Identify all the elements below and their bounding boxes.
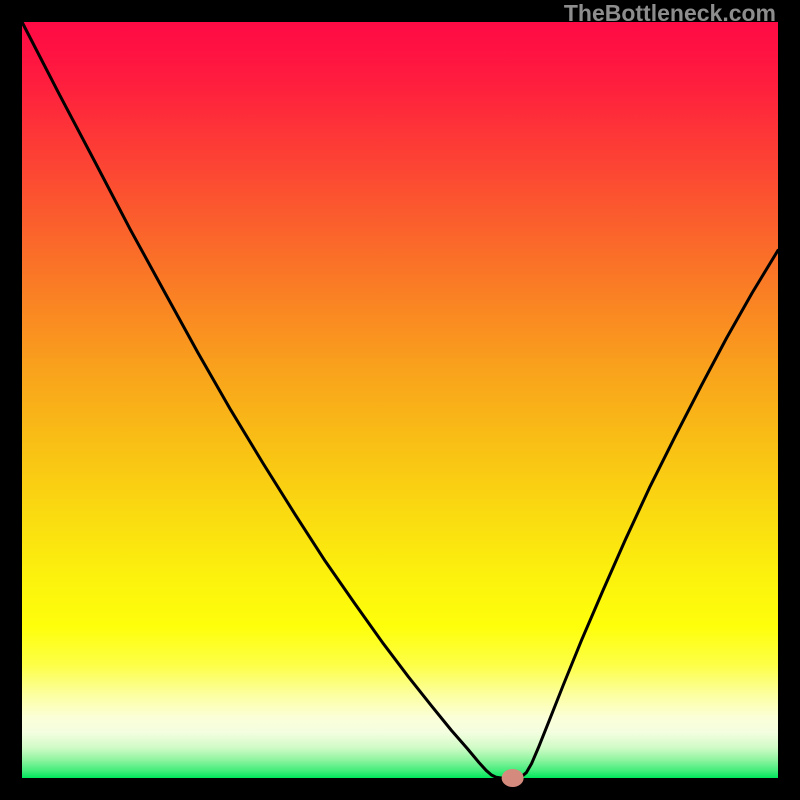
chart-container: TheBottleneck.com: [0, 0, 800, 800]
attribution-text: TheBottleneck.com: [564, 0, 776, 27]
chart-svg: [0, 0, 800, 800]
bottleneck-marker: [502, 769, 524, 787]
